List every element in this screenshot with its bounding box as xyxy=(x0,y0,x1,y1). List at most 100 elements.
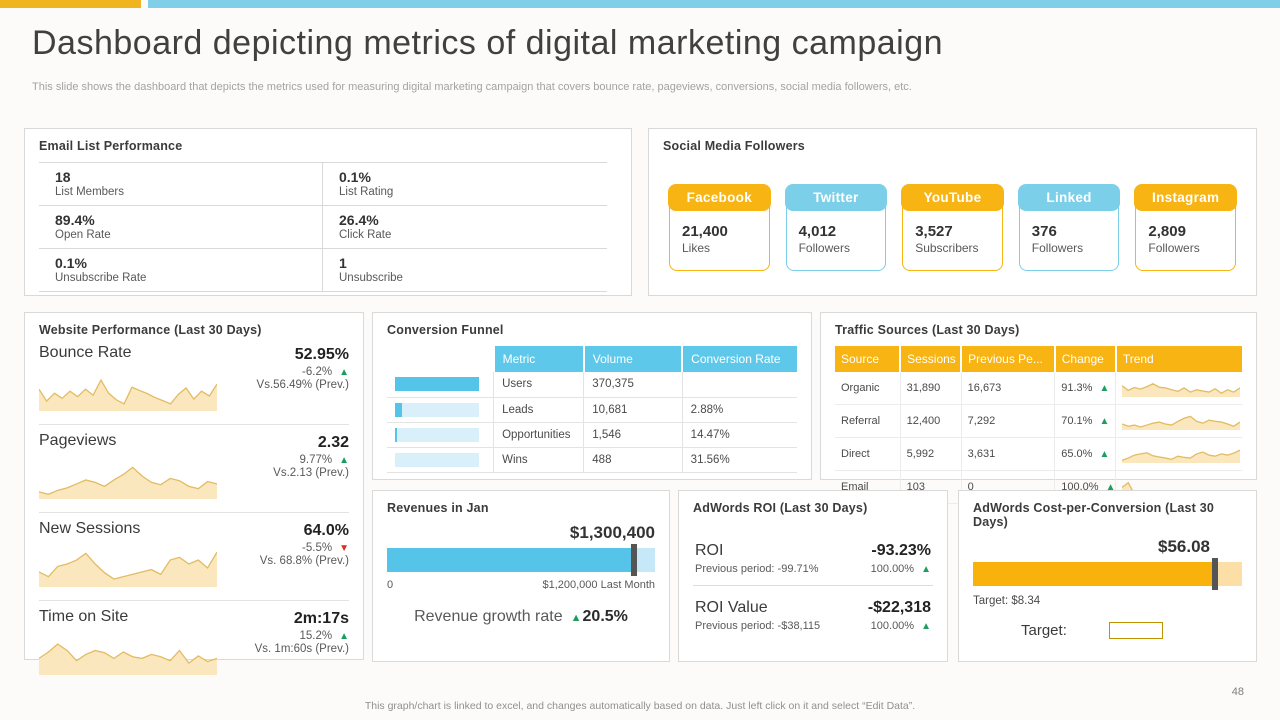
column-header: Change xyxy=(1053,346,1116,372)
metric-value: 64.0% xyxy=(303,522,349,539)
roi-value: -$22,318 xyxy=(867,599,931,616)
table-row: Leads 10,681 2.88% xyxy=(387,397,797,423)
revenue-value: $1,300,400 xyxy=(569,523,655,542)
funnel-bar-cell xyxy=(387,372,494,398)
metric-value: 2.32 xyxy=(317,434,349,451)
page-title: Dashboard depicting metrics of digital m… xyxy=(32,24,944,62)
table-row: Referral 12,400 7,292 70.1% ▲ xyxy=(835,404,1242,438)
sparkline-chart xyxy=(1122,376,1240,397)
website-metrics: Bounce Rate 52.95% -6.2% ▲ Vs.56.49% (Prev.)… xyxy=(39,337,349,688)
website-metric-bounce-rate: Bounce Rate 52.95% -6.2% ▲ Vs.56.49% (Prev.) xyxy=(39,337,349,425)
metric-name: Pageviews xyxy=(39,432,117,449)
axis-max-label: $1,200,000 Last Month xyxy=(542,579,655,591)
rate-cell: 31.56% xyxy=(681,447,797,473)
bullet-target-marker xyxy=(1212,558,1219,590)
funnel-bar-cell xyxy=(387,397,494,423)
social-card-instagram: Instagram 2,809 Followers xyxy=(1134,184,1237,271)
revenue-bullet-chart xyxy=(387,544,655,576)
panel-title: Social Media Followers xyxy=(663,139,805,153)
email-metric: 1 Unsubscribe xyxy=(323,249,607,292)
up-triangle-icon: ▲ xyxy=(1099,449,1110,460)
page-subtitle: This slide shows the dashboard that depi… xyxy=(32,81,912,93)
cost-legend: Target: xyxy=(973,622,1242,639)
footer-note: This graph/chart is linked to excel, and… xyxy=(364,700,916,712)
metric-value: 52.95% xyxy=(294,346,349,363)
metric-previous: Vs.56.49% (Prev.) xyxy=(256,379,349,391)
roi-name: ROI Value xyxy=(695,599,768,616)
metric-cell: Users xyxy=(493,372,584,398)
email-list-performance-panel[interactable]: Email List Performance 18 List Members 0.1… xyxy=(24,128,632,296)
metric-cell: Leads xyxy=(493,397,584,423)
conversion-funnel-table: Metric Volume Conversion Rate Users 370,375 L… xyxy=(387,346,797,473)
roi-previous: Previous period: -99.71% xyxy=(695,563,819,575)
social-value: 2,809 xyxy=(1148,223,1186,240)
top-accent-bar-yellow xyxy=(0,0,141,8)
revenues-panel[interactable]: Revenues in Jan $1,300,400 0 $1,200,000 … xyxy=(372,490,670,662)
social-value: 376 xyxy=(1031,223,1057,240)
social-value: 3,527 xyxy=(915,223,953,240)
metric-previous: Vs. 1m:60s (Prev.) xyxy=(254,643,349,655)
table-row: Wins 488 31.56% xyxy=(387,447,797,473)
roi-change: 100.00% ▲ xyxy=(870,620,931,632)
legend-label: Target: xyxy=(1021,622,1067,639)
metric-name: New Sessions xyxy=(39,520,141,537)
funnel-bar-cell xyxy=(387,447,494,473)
website-performance-panel[interactable]: Website Performance (Last 30 Days) Bounc… xyxy=(24,312,364,675)
up-triangle-icon: ▲ xyxy=(1105,482,1116,493)
metric-change: 15.2% ▲ xyxy=(299,630,349,642)
cost-bullet-chart xyxy=(973,558,1242,590)
metric-name: Time on Site xyxy=(39,608,129,625)
trend-cell xyxy=(1115,437,1242,471)
change-cell: 70.1% ▲ xyxy=(1054,404,1116,438)
metric-value: 18 xyxy=(55,169,71,185)
metric-name: Bounce Rate xyxy=(39,344,132,361)
social-label: Followers xyxy=(1148,241,1200,255)
social-network-label: Instagram xyxy=(1134,184,1237,211)
roi-row-roi: ROI Previous period: -99.71% -93.23% 100.00… xyxy=(693,529,933,586)
funnel-bar-column-header xyxy=(387,346,494,372)
change-cell: 65.0% ▲ xyxy=(1054,437,1116,471)
metric-previous: Vs.2.13 (Prev.) xyxy=(273,467,349,479)
traffic-sources-panel[interactable]: Traffic Sources (Last 30 Days) Source Ses… xyxy=(820,312,1257,504)
metric-change: -5.5% ▼ xyxy=(302,542,349,554)
sessions-cell: 31,890 xyxy=(899,372,962,405)
social-value: 4,012 xyxy=(798,223,837,240)
table-row: Opportunities 1,546 14.47% xyxy=(387,422,797,448)
previous-cell: 3,631 xyxy=(960,437,1055,471)
bullet-fill xyxy=(387,548,631,572)
bullet-fill xyxy=(973,562,1213,586)
up-triangle-icon: ▲ xyxy=(339,367,349,378)
source-cell: Organic xyxy=(835,372,901,405)
volume-cell: 10,681 xyxy=(583,397,683,423)
social-network-label: YouTube xyxy=(901,184,1004,211)
funnel-bar-cell xyxy=(387,422,494,448)
social-card-twitter: Twitter 4,012 Followers xyxy=(784,184,888,271)
rate-cell: 14.47% xyxy=(681,422,797,448)
email-metric: 18 List Members xyxy=(39,163,323,206)
metric-label: List Members xyxy=(55,186,125,198)
conversion-funnel-panel[interactable]: Conversion Funnel Metric Volume Conversion… xyxy=(372,312,812,480)
social-card-facebook: Facebook 21,400 Likes xyxy=(668,184,771,271)
metric-value: 89.4% xyxy=(55,212,95,228)
roi-change: 100.00% ▲ xyxy=(870,563,931,575)
metric-value: 2m:17s xyxy=(293,610,349,627)
cost-value: $56.08 xyxy=(1158,537,1210,556)
metric-previous: Vs. 68.8% (Prev.) xyxy=(259,555,349,567)
metric-value: 0.1% xyxy=(55,255,87,271)
roi-previous: Previous period: -$38,115 xyxy=(695,620,821,632)
social-label: Subscribers xyxy=(915,241,979,255)
website-metric-pageviews: Pageviews 2.32 9.77% ▲ Vs.2.13 (Prev.) xyxy=(39,425,349,513)
adwords-roi-panel[interactable]: AdWords ROI (Last 30 Days) ROI Previous p… xyxy=(678,490,948,662)
legend-target-swatch xyxy=(1108,622,1163,639)
social-card-youtube: YouTube 3,527 Subscribers xyxy=(901,184,1004,271)
trend-cell xyxy=(1115,372,1242,405)
email-metric: 0.1% List Rating xyxy=(323,163,607,206)
source-cell: Referral xyxy=(835,404,901,438)
up-triangle-icon: ▲ xyxy=(1099,416,1110,427)
social-label: Likes xyxy=(682,241,711,255)
metric-change: 9.77% ▲ xyxy=(299,454,349,466)
social-media-followers-panel[interactable]: Social Media Followers Facebook 21,400 Lik… xyxy=(648,128,1257,296)
revenue-growth: Revenue growth rate ▲20.5% xyxy=(387,608,655,626)
adwords-cost-per-conversion-panel[interactable]: AdWords Cost-per-Conversion (Last 30 Day… xyxy=(958,490,1257,662)
